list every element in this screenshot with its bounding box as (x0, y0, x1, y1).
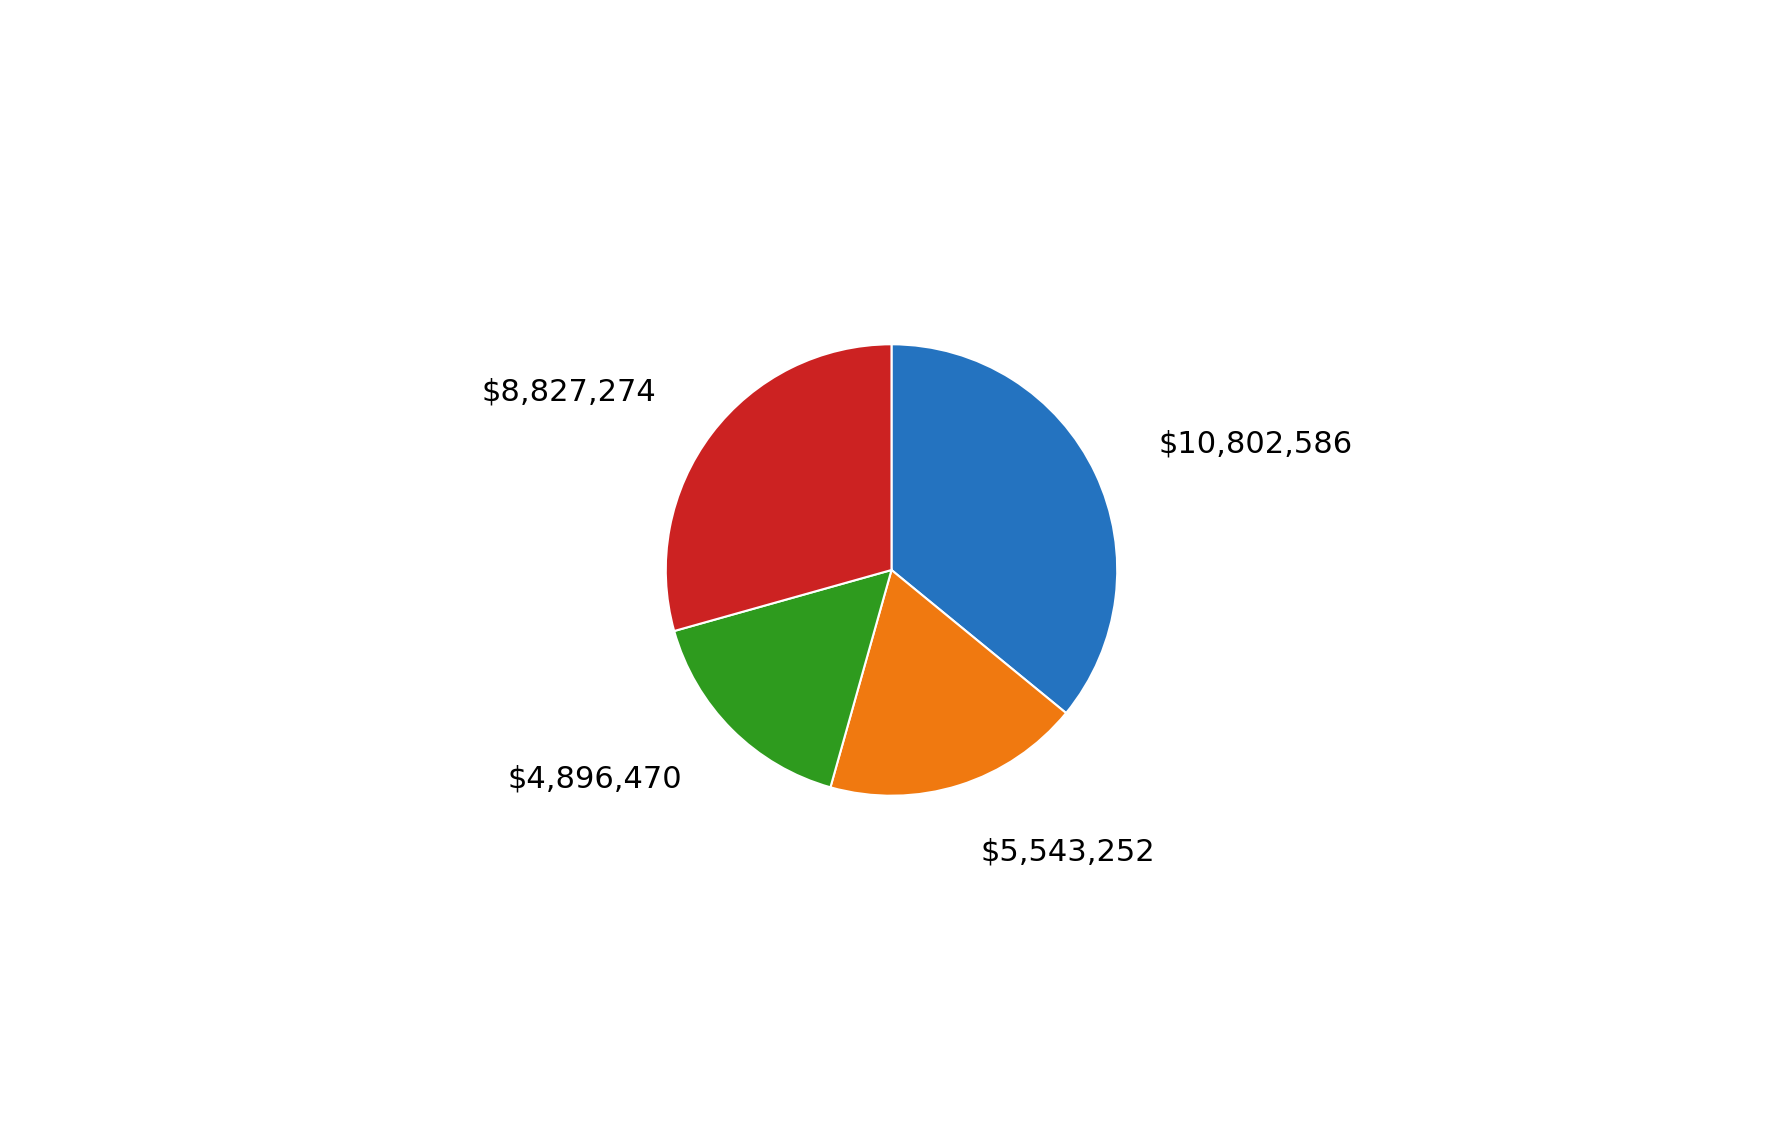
Text: $4,896,470: $4,896,470 (508, 765, 683, 793)
Wedge shape (891, 344, 1117, 712)
Wedge shape (830, 570, 1066, 796)
Wedge shape (674, 570, 891, 788)
Text: $8,827,274: $8,827,274 (481, 377, 656, 406)
Text: $5,543,252: $5,543,252 (980, 838, 1155, 866)
Text: $10,802,586: $10,802,586 (1158, 429, 1353, 458)
Wedge shape (665, 344, 891, 632)
